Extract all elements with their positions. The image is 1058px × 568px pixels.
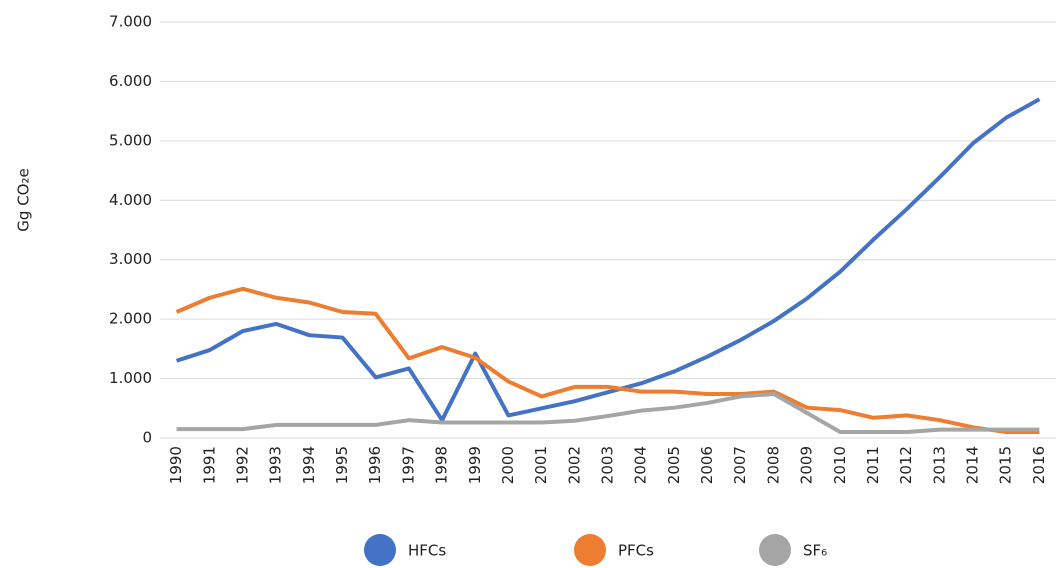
legend-label: SF₆ [803,542,827,560]
x-tick-label: 1991 [200,446,218,484]
line-series [175,286,1040,435]
x-tick-label: 1990 [167,446,185,484]
x-tick-label: 1996 [366,446,384,484]
y-axis-label: Gg CO₂e [15,168,33,231]
x-tick-label: 1993 [267,446,285,484]
x-tick-label: 2009 [798,446,816,484]
x-tick-label: 2002 [565,446,583,484]
x-tick-label: 2016 [1030,446,1048,484]
x-tick-label: 2003 [599,446,617,484]
legend-label: HFCs [408,542,446,560]
x-tick-label: 2013 [930,446,948,484]
y-tick-label: 0 [142,429,152,447]
legend-swatch [364,534,396,566]
x-tick-label: 2011 [864,446,882,484]
line-series [176,392,1040,435]
y-tick-label: 1.000 [109,369,152,387]
x-tick-label: 1998 [433,446,451,484]
x-tick-label: 2010 [831,446,849,484]
y-tick-label: 2.000 [109,310,152,328]
line-series [175,97,1041,423]
x-tick-label: 1999 [466,446,484,484]
y-tick-label: 5.000 [109,131,152,149]
legend-swatch [574,534,606,566]
y-tick-label: 4.000 [109,191,152,209]
x-tick-label: 1992 [233,446,251,484]
x-tick-label: 2001 [532,446,550,484]
legend-label: PFCs [618,542,654,560]
x-tick-label: 2005 [665,446,683,484]
y-tick-label: 7.000 [109,13,152,31]
x-tick-label: 2015 [997,446,1015,484]
x-tick-label: 1994 [300,446,318,484]
x-tick-label: 2014 [964,446,982,484]
x-tick-label: 2007 [731,446,749,484]
legend-swatch [759,534,791,566]
x-tick-label: 2008 [764,446,782,484]
x-tick-label: 1997 [399,446,417,484]
x-tick-label: 2000 [499,446,517,484]
x-tick-label: 2004 [632,446,650,484]
x-tick-label: 1995 [333,446,351,484]
y-tick-label: 6.000 [109,72,152,90]
x-tick-label: 2012 [897,446,915,484]
y-tick-label: 3.000 [109,250,152,268]
x-tick-label: 2006 [698,446,716,484]
